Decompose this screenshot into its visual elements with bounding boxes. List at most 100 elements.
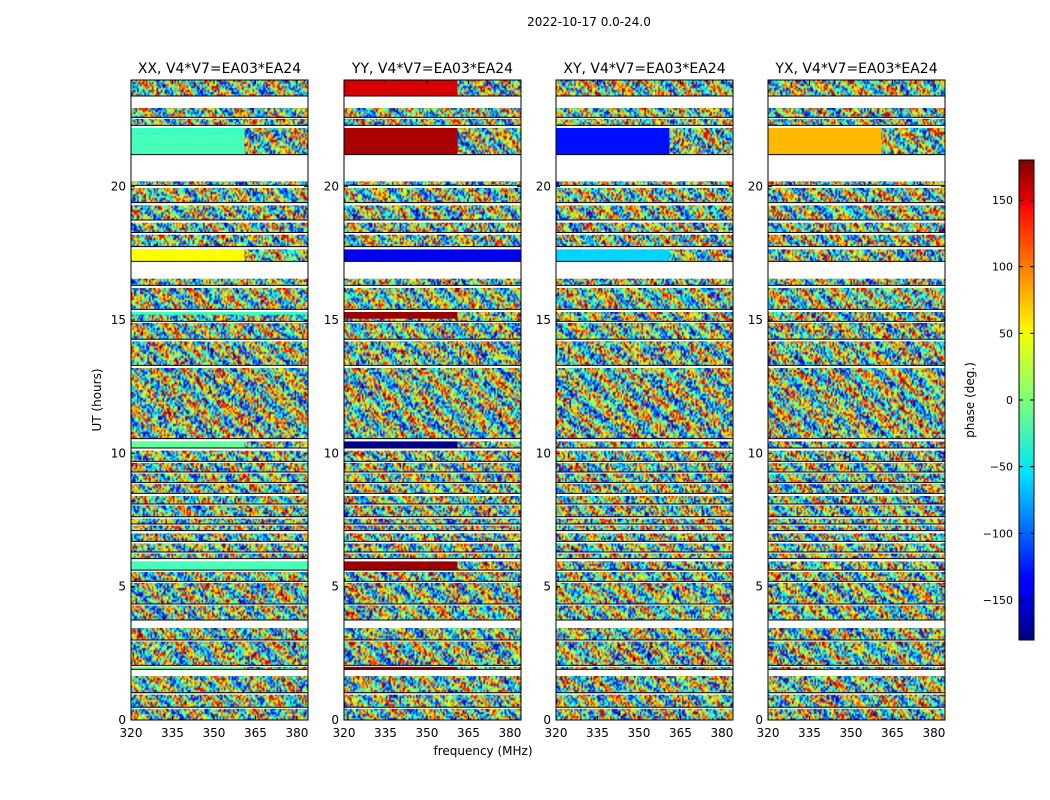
solid-phase-band: [556, 249, 670, 262]
solid-phase-band: [768, 128, 882, 155]
x-tick-label: 380: [285, 726, 308, 740]
flagged-gap: [131, 581, 308, 583]
flagged-gap: [768, 620, 945, 628]
y-tick-label: 20: [536, 180, 551, 194]
y-tick-label: 20: [324, 180, 339, 194]
solid-phase-band: [344, 128, 458, 155]
flagged-gap: [131, 570, 308, 572]
flagged-gap: [768, 504, 945, 506]
panel-title: XX, V4*V7=EA03*EA24: [138, 61, 301, 77]
solid-phase-band: [131, 133, 245, 155]
flagged-gap: [131, 117, 308, 119]
flagged-gap: [768, 309, 945, 312]
flagged-gap: [131, 516, 308, 519]
flagged-gap: [768, 472, 945, 474]
y-axis-label: UT (hours): [90, 368, 104, 431]
panel-2: YY, V4*V7=EA03*EA24 320 335 350 365 380 0 5 10 15…: [324, 61, 522, 740]
flagged-gap: [768, 581, 945, 583]
flagged-gap: [131, 504, 308, 506]
flagged-gap: [344, 339, 521, 342]
flagged-gap: [344, 472, 521, 474]
x-tick-label: 335: [374, 726, 397, 740]
flagged-gap: [344, 541, 521, 544]
colorbar-tick-label: −100: [983, 527, 1013, 540]
flagged-gap: [556, 321, 733, 323]
y-tick-label: 5: [118, 580, 126, 594]
y-tick-label: 0: [543, 713, 551, 727]
x-tick-label: 320: [757, 726, 780, 740]
flagged-gap: [556, 117, 733, 119]
colorbar-tick-label: 0: [1006, 394, 1013, 407]
flagged-gap: [768, 570, 945, 572]
solid-phase-band: [344, 80, 458, 96]
flagged-gap: [556, 552, 733, 554]
solid-phase-band: [131, 312, 308, 315]
flagged-gap: [131, 365, 308, 368]
y-tick-label: 15: [111, 313, 126, 327]
solid-phase-band: [344, 441, 458, 448]
flagged-gap: [344, 285, 521, 288]
colorbar-tick-label: −150: [983, 594, 1013, 607]
x-tick-label: 320: [545, 726, 568, 740]
solid-phase-band: [131, 666, 245, 670]
flagged-gap: [131, 438, 308, 442]
flagged-gap: [556, 220, 733, 223]
flagged-gap: [344, 461, 521, 463]
flagged-gap: [768, 261, 945, 279]
flagged-gap: [131, 558, 308, 562]
panel-3: XY, V4*V7=EA03*EA24 320 335 350 365 380 0 5 10 15…: [536, 61, 734, 740]
flagged-gap: [344, 309, 521, 312]
flagged-gap: [768, 669, 945, 676]
flagged-gap: [768, 232, 945, 235]
x-tick-label: 350: [416, 726, 439, 740]
solid-phase-band: [131, 561, 308, 571]
flagged-gap: [344, 365, 521, 368]
flagged-gap: [131, 185, 308, 188]
flagged-gap: [768, 220, 945, 223]
flagged-gap: [556, 461, 733, 463]
flagged-gap: [556, 558, 733, 562]
flagged-gap: [131, 472, 308, 474]
flagged-gap: [131, 620, 308, 628]
x-tick-label: 380: [710, 726, 733, 740]
panel-title: YX, V4*V7=EA03*EA24: [774, 61, 937, 77]
y-tick-label: 5: [543, 580, 551, 594]
flagged-gap: [768, 516, 945, 519]
flagged-gap: [556, 482, 733, 485]
y-tick-label: 10: [111, 446, 126, 460]
flagged-gap: [344, 669, 521, 676]
flagged-gap: [344, 604, 521, 606]
colorbar: 150 100 50 0 −50 −100 −150 phase (deg.): [963, 159, 1035, 641]
flagged-gap: [768, 365, 945, 368]
flagged-gap: [556, 570, 733, 572]
x-tick-label: 335: [798, 726, 821, 740]
flagged-gap: [131, 220, 308, 223]
flagged-gap: [344, 96, 521, 108]
flagged-gap: [344, 125, 521, 128]
x-axis-label: frequency (MHz): [433, 744, 532, 758]
x-tick-label: 365: [669, 726, 692, 740]
flagged-gap: [344, 504, 521, 506]
flagged-gap: [556, 665, 733, 667]
flagged-gap: [131, 448, 308, 451]
flagged-gap: [344, 570, 521, 572]
flagged-gap: [344, 220, 521, 223]
x-tick-label: 335: [161, 726, 184, 740]
flagged-gap: [344, 707, 521, 709]
flagged-gap: [768, 493, 945, 496]
flagged-gap: [344, 581, 521, 583]
panel-1: XX, V4*V7=EA03*EA24 320 335 350 365 380 0 5 10 15…: [111, 61, 309, 740]
flagged-gap: [344, 261, 521, 279]
flagged-gap: [768, 125, 945, 128]
flagged-gap: [131, 261, 308, 279]
flagged-gap: [131, 493, 308, 496]
flagged-gap: [556, 365, 733, 368]
flagged-gap: [768, 339, 945, 342]
flagged-gap: [556, 309, 733, 312]
y-tick-label: 0: [755, 713, 763, 727]
flagged-gap: [131, 524, 308, 526]
flagged-gap: [344, 438, 521, 442]
flagged-gap: [768, 321, 945, 323]
flagged-gap: [131, 246, 308, 250]
solid-phase-band: [344, 312, 458, 319]
